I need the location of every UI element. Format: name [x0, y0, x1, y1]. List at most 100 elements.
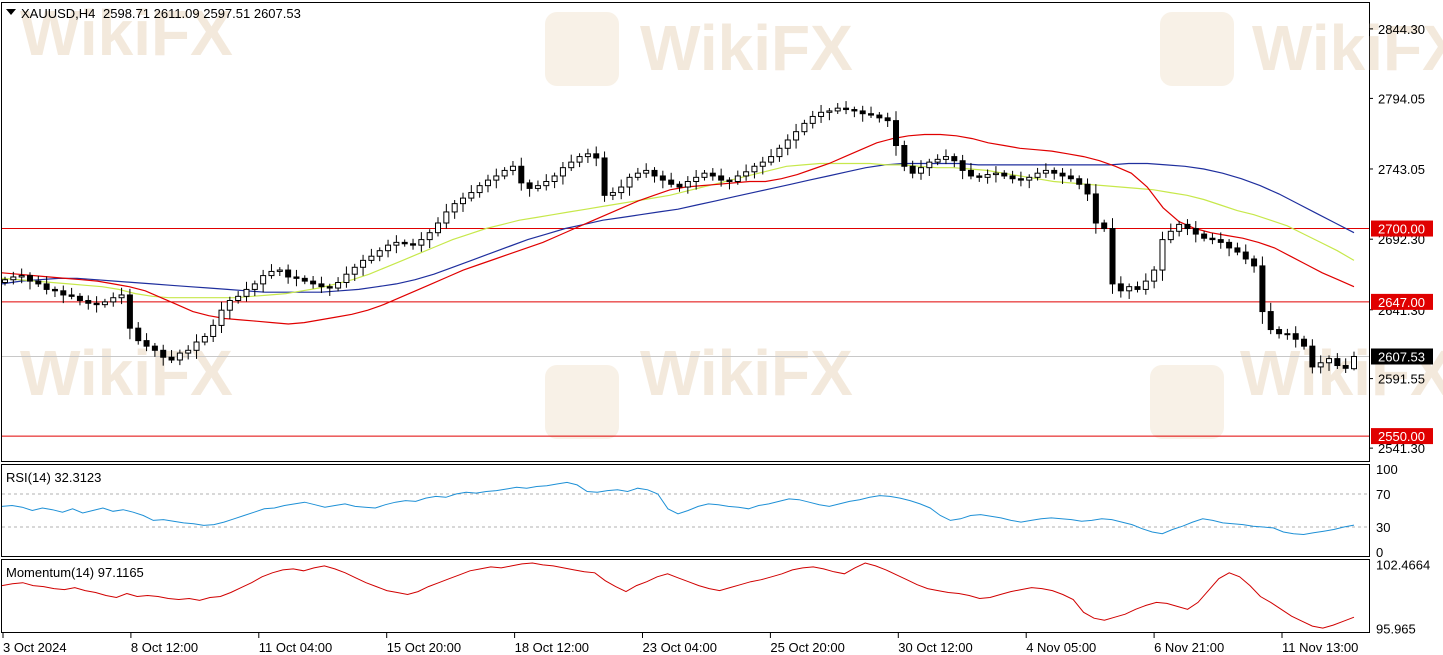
time-tick-label: 18 Oct 12:00	[515, 640, 589, 655]
price-tick-label: 2743.05	[1378, 162, 1425, 177]
candle-bull	[509, 165, 516, 171]
candle-bull	[1284, 333, 1291, 336]
watermark-logo-1: WikiFX	[545, 12, 853, 86]
price-plot	[1, 101, 1369, 437]
candle-bear	[1084, 183, 1091, 195]
price-level-tag	[1371, 220, 1433, 237]
watermark-logo-3: WikiFX	[20, 337, 233, 409]
candle-bull	[418, 239, 425, 246]
candle-bull	[818, 111, 825, 117]
candle-bull	[193, 341, 200, 351]
candle-bear	[1059, 172, 1066, 177]
candle-bull	[435, 222, 442, 234]
time-tick-label: 23 Oct 04:00	[643, 640, 717, 655]
candle-bull	[18, 275, 25, 278]
candle-bear	[593, 153, 600, 159]
candle-bear	[135, 327, 142, 342]
rsi-line	[1, 481, 1355, 536]
candle-bull	[501, 169, 508, 177]
candle-bull	[368, 255, 375, 261]
time-tick-label: 6 Nov 21:00	[1154, 640, 1224, 655]
ma-fast-line	[1, 133, 1355, 325]
candle-bull	[484, 179, 491, 187]
candle-bull	[693, 176, 700, 182]
candle-bear	[718, 175, 725, 181]
candle-bear	[651, 169, 658, 177]
candle-bull	[1317, 362, 1324, 368]
candle-bear	[60, 290, 67, 296]
watermark-logo-4: WikiFX	[545, 337, 853, 439]
ma-slow-line	[1, 162, 1355, 293]
candle-bear	[310, 280, 317, 285]
candle-bear	[1184, 223, 1191, 230]
candle-bull	[826, 110, 833, 113]
candle-bear	[893, 120, 900, 147]
candle-bull	[251, 283, 258, 290]
momentum-title: Momentum(14) 97.1165	[6, 565, 144, 580]
candle-bull	[376, 250, 383, 257]
candle-bull	[934, 158, 941, 163]
candle-bull	[360, 259, 367, 268]
momentum-panel[interactable]	[1, 559, 1370, 633]
candle-bear	[1076, 178, 1083, 185]
candle-bull	[426, 232, 433, 241]
candle-bear	[1117, 283, 1124, 292]
ohlc-readout: 2598.71 2611.09 2597.51 2607.53	[103, 6, 301, 21]
candle-bull	[776, 147, 783, 158]
candle-bear	[43, 283, 50, 290]
candle-bull	[276, 269, 283, 272]
candle-bull	[243, 288, 250, 297]
price-tick-label: 2591.55	[1378, 372, 1425, 387]
candle-bull	[468, 192, 475, 199]
candle-bear	[1259, 265, 1266, 313]
candle-bear	[1242, 251, 1249, 260]
svg-text:WikiFX: WikiFX	[20, 0, 233, 69]
candle-bull	[101, 301, 108, 306]
candle-bear	[518, 165, 525, 184]
time-tick-label: 15 Oct 20:00	[387, 640, 461, 655]
watermark-layer: WikiFX WikiFX WikiFX WikiFX WikiFX WikiF…	[20, 0, 1443, 439]
candle-bull	[684, 180, 691, 188]
candle-bear	[884, 117, 891, 122]
candle-bear	[76, 295, 83, 301]
triangle-down-icon[interactable]	[6, 9, 16, 15]
candle-bull	[1167, 230, 1174, 241]
candle-bear	[168, 356, 175, 361]
candle-bear	[1209, 237, 1216, 241]
price-tick-label: 2794.05	[1378, 91, 1425, 106]
main-panel[interactable]	[1, 2, 1370, 462]
candle-bear	[1234, 247, 1241, 253]
candle-bull	[351, 266, 358, 275]
symbol-label: XAUUSD,H4	[21, 6, 95, 21]
current-price-label: 2607.53	[1378, 349, 1425, 364]
momentum-plot	[1, 562, 1355, 629]
candle-bull	[634, 172, 641, 178]
candle-bear	[1101, 222, 1108, 230]
candle-bull	[459, 197, 466, 205]
candle-bull	[218, 309, 225, 326]
candle-bull	[1034, 172, 1041, 178]
candle-bull	[576, 156, 583, 163]
candle-bull	[917, 167, 924, 174]
candle-bear	[901, 145, 908, 167]
price-level-label: 2700.00	[1378, 222, 1425, 237]
candle-bear	[85, 299, 92, 304]
candle-bear	[1092, 193, 1099, 224]
candle-bear	[859, 110, 866, 115]
candle-bear	[1334, 358, 1341, 367]
candle-bull	[443, 211, 450, 224]
candle-bull	[210, 324, 217, 337]
candle-bear	[410, 243, 417, 246]
time-tick-label: 3 Oct 2024	[3, 640, 67, 655]
candle-bull	[268, 270, 275, 277]
candle-bull	[559, 167, 566, 177]
rsi-panel[interactable]	[1, 464, 1370, 557]
candle-bull	[1042, 169, 1049, 174]
ma-mid-line	[1, 162, 1355, 299]
candle-bear	[35, 280, 42, 285]
rsi-tick-label: 70	[1376, 487, 1390, 502]
candle-bull	[793, 131, 800, 141]
candle-bull	[343, 273, 350, 284]
candle-bear	[976, 175, 983, 178]
